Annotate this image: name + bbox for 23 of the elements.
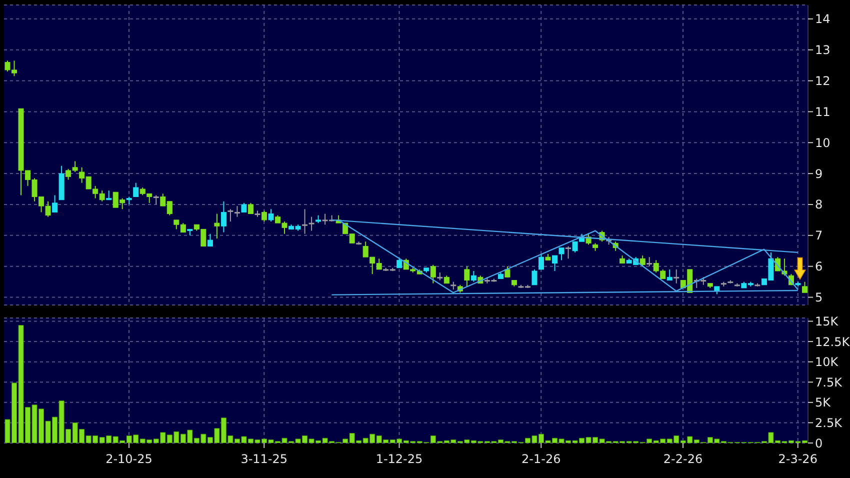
y-tick-label: 15K (815, 314, 840, 329)
y-tick-label: 9 (815, 166, 823, 181)
y-tick-label: 2.5K (815, 416, 844, 430)
y-tick-label: 6 (815, 260, 823, 274)
x-tick-label: 2-2-26 (663, 452, 703, 466)
y-tick-label: 5 (815, 290, 823, 305)
y-tick-label: 7.5K (815, 375, 844, 390)
x-tick-label: 2-3-26 (778, 452, 818, 466)
y-tick-label: 11 (815, 104, 830, 119)
y-tick-label: 8 (815, 198, 823, 212)
y-tick-label: 13 (815, 43, 830, 58)
y-tick-label: 10K (815, 355, 840, 370)
x-tick-label: 3-11-25 (240, 452, 288, 466)
y-tick-label: 12 (815, 74, 830, 88)
y-tick-label: 0 (815, 436, 823, 450)
x-tick-label: 1-12-25 (376, 452, 423, 466)
y-tick-label: 14 (815, 12, 830, 26)
x-tick-label: 2-1-26 (522, 452, 561, 466)
y-tick-label: 7 (815, 228, 823, 243)
x-tick-label: 2-10-25 (106, 452, 152, 466)
y-tick-label: 12.5K (815, 334, 850, 349)
y-tick-label: 5K (815, 396, 832, 410)
y-tick-label: 10 (815, 136, 830, 150)
